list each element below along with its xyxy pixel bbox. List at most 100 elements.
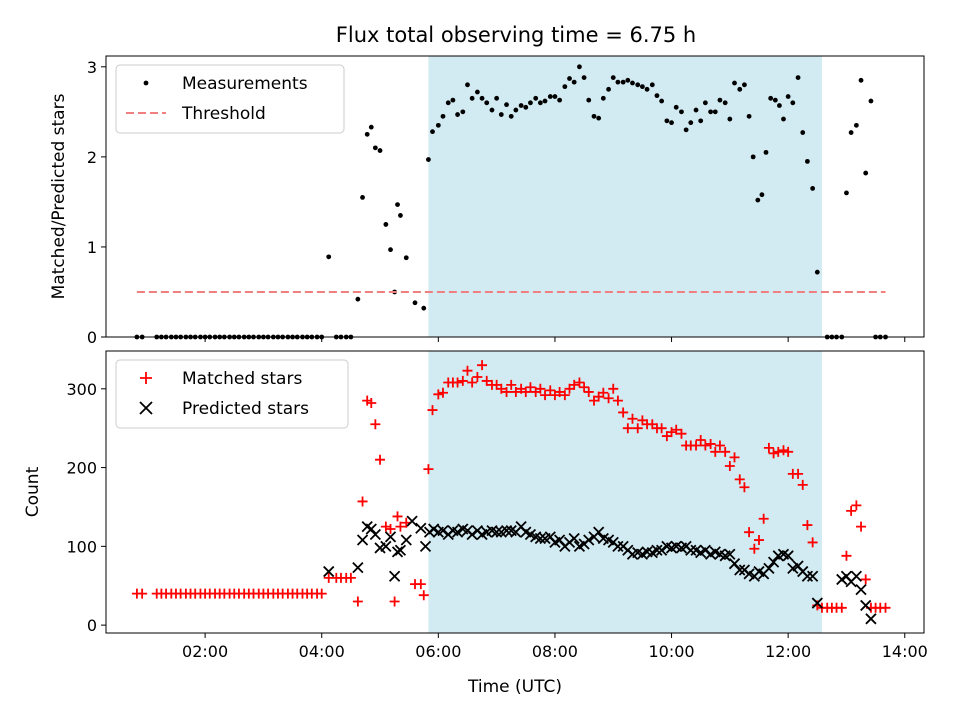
matched-point bbox=[540, 390, 551, 401]
top-ytick-label: 0 bbox=[87, 328, 97, 347]
predicted-point bbox=[807, 570, 819, 582]
matched-point bbox=[452, 377, 463, 388]
matched-point bbox=[389, 596, 400, 607]
matched-point bbox=[137, 588, 148, 599]
matched-point bbox=[525, 382, 536, 393]
measurement-point bbox=[368, 124, 374, 130]
measurement-point bbox=[763, 149, 769, 155]
measurement-point bbox=[421, 305, 427, 311]
matched-point bbox=[467, 377, 478, 388]
measurement-point bbox=[445, 100, 451, 106]
predicted-point bbox=[380, 540, 392, 552]
xlabel: Time (UTC) bbox=[467, 677, 562, 697]
matched-point bbox=[559, 390, 570, 401]
measurement-point bbox=[577, 64, 582, 70]
measurement-point bbox=[688, 120, 694, 126]
bottom-ytick-label: 300 bbox=[66, 380, 97, 399]
matched-point bbox=[380, 521, 391, 532]
measurement-point bbox=[388, 247, 393, 253]
matched-point bbox=[729, 452, 740, 463]
legend-box bbox=[115, 64, 345, 134]
measurement-point bbox=[479, 95, 485, 101]
measurement-point bbox=[664, 118, 670, 124]
measurement-point bbox=[398, 213, 403, 218]
measurement-point bbox=[750, 154, 756, 160]
matched-point bbox=[739, 482, 750, 493]
matched-point bbox=[375, 454, 386, 465]
matched-point bbox=[496, 383, 507, 394]
measurement-point bbox=[615, 79, 621, 85]
xtick-label: 08:00 bbox=[532, 642, 578, 661]
measurement-point bbox=[635, 82, 641, 88]
measurement-point bbox=[644, 86, 650, 92]
measurement-point bbox=[781, 116, 786, 122]
measurement-point bbox=[581, 75, 587, 81]
matched-point bbox=[860, 574, 871, 585]
measurement-point bbox=[777, 103, 782, 108]
predicted-point bbox=[500, 524, 513, 537]
measurement-point bbox=[669, 120, 674, 126]
legend-marker-x bbox=[139, 401, 153, 415]
predicted-point bbox=[391, 546, 404, 558]
matched-point bbox=[345, 572, 356, 583]
matched-point bbox=[574, 377, 585, 388]
xtick-label: 10:00 bbox=[648, 642, 694, 661]
predicted-point bbox=[352, 561, 364, 574]
predicted-point bbox=[466, 528, 478, 541]
top-ytick-label: 1 bbox=[87, 238, 97, 257]
measurement-point bbox=[552, 94, 558, 99]
matched-point bbox=[545, 385, 556, 396]
matched-point bbox=[579, 382, 590, 393]
predicted-point bbox=[323, 565, 335, 578]
matched-point bbox=[666, 427, 677, 438]
matched-point bbox=[705, 438, 716, 449]
matched-point bbox=[427, 405, 438, 416]
matched-point bbox=[608, 383, 619, 394]
measurement-point bbox=[528, 100, 533, 106]
measurement-point bbox=[440, 113, 446, 119]
predicted-point bbox=[369, 528, 381, 541]
matched-point bbox=[415, 579, 426, 590]
matched-point bbox=[754, 535, 765, 546]
predicted-point bbox=[612, 540, 624, 552]
matched-point bbox=[352, 596, 363, 607]
legend-label: Predicted stars bbox=[182, 399, 309, 419]
matched-point bbox=[749, 543, 760, 554]
matched-point bbox=[627, 413, 638, 424]
predicted-point bbox=[699, 544, 711, 556]
matched-point bbox=[506, 379, 517, 390]
matched-point bbox=[481, 375, 492, 386]
matched-point bbox=[395, 521, 406, 532]
measurement-point bbox=[610, 75, 616, 81]
matched-point bbox=[370, 419, 381, 430]
measurement-point bbox=[649, 82, 655, 88]
xtick-label: 12:00 bbox=[765, 642, 811, 661]
measurement-point bbox=[450, 97, 456, 103]
matched-point bbox=[851, 500, 862, 511]
predicted-point bbox=[865, 613, 877, 625]
matched-point bbox=[618, 407, 629, 418]
predicted-point bbox=[406, 515, 418, 527]
matched-point bbox=[418, 590, 429, 601]
predicted-point bbox=[415, 522, 427, 534]
legend-marker-dot bbox=[143, 80, 149, 86]
bottom-observing-span bbox=[428, 351, 822, 633]
matched-point bbox=[477, 360, 488, 371]
measurement-point bbox=[571, 79, 577, 85]
matched-point bbox=[691, 440, 702, 451]
measurement-point bbox=[698, 118, 704, 124]
measurement-point bbox=[513, 107, 519, 113]
measurement-point bbox=[484, 100, 490, 106]
matched-point bbox=[462, 365, 473, 376]
bottom-ytick-label: 100 bbox=[66, 537, 97, 556]
matched-point bbox=[457, 375, 468, 386]
legend-label: Threshold bbox=[181, 104, 266, 124]
measurement-point bbox=[504, 102, 509, 108]
top-ylabel: Matched/Predicted stars bbox=[49, 93, 69, 299]
measurement-point bbox=[364, 131, 370, 137]
measurement-point bbox=[683, 127, 689, 133]
measurement-point bbox=[403, 255, 409, 261]
matched-point bbox=[583, 386, 594, 397]
measurement-point bbox=[673, 104, 679, 110]
matched-point bbox=[433, 389, 444, 400]
